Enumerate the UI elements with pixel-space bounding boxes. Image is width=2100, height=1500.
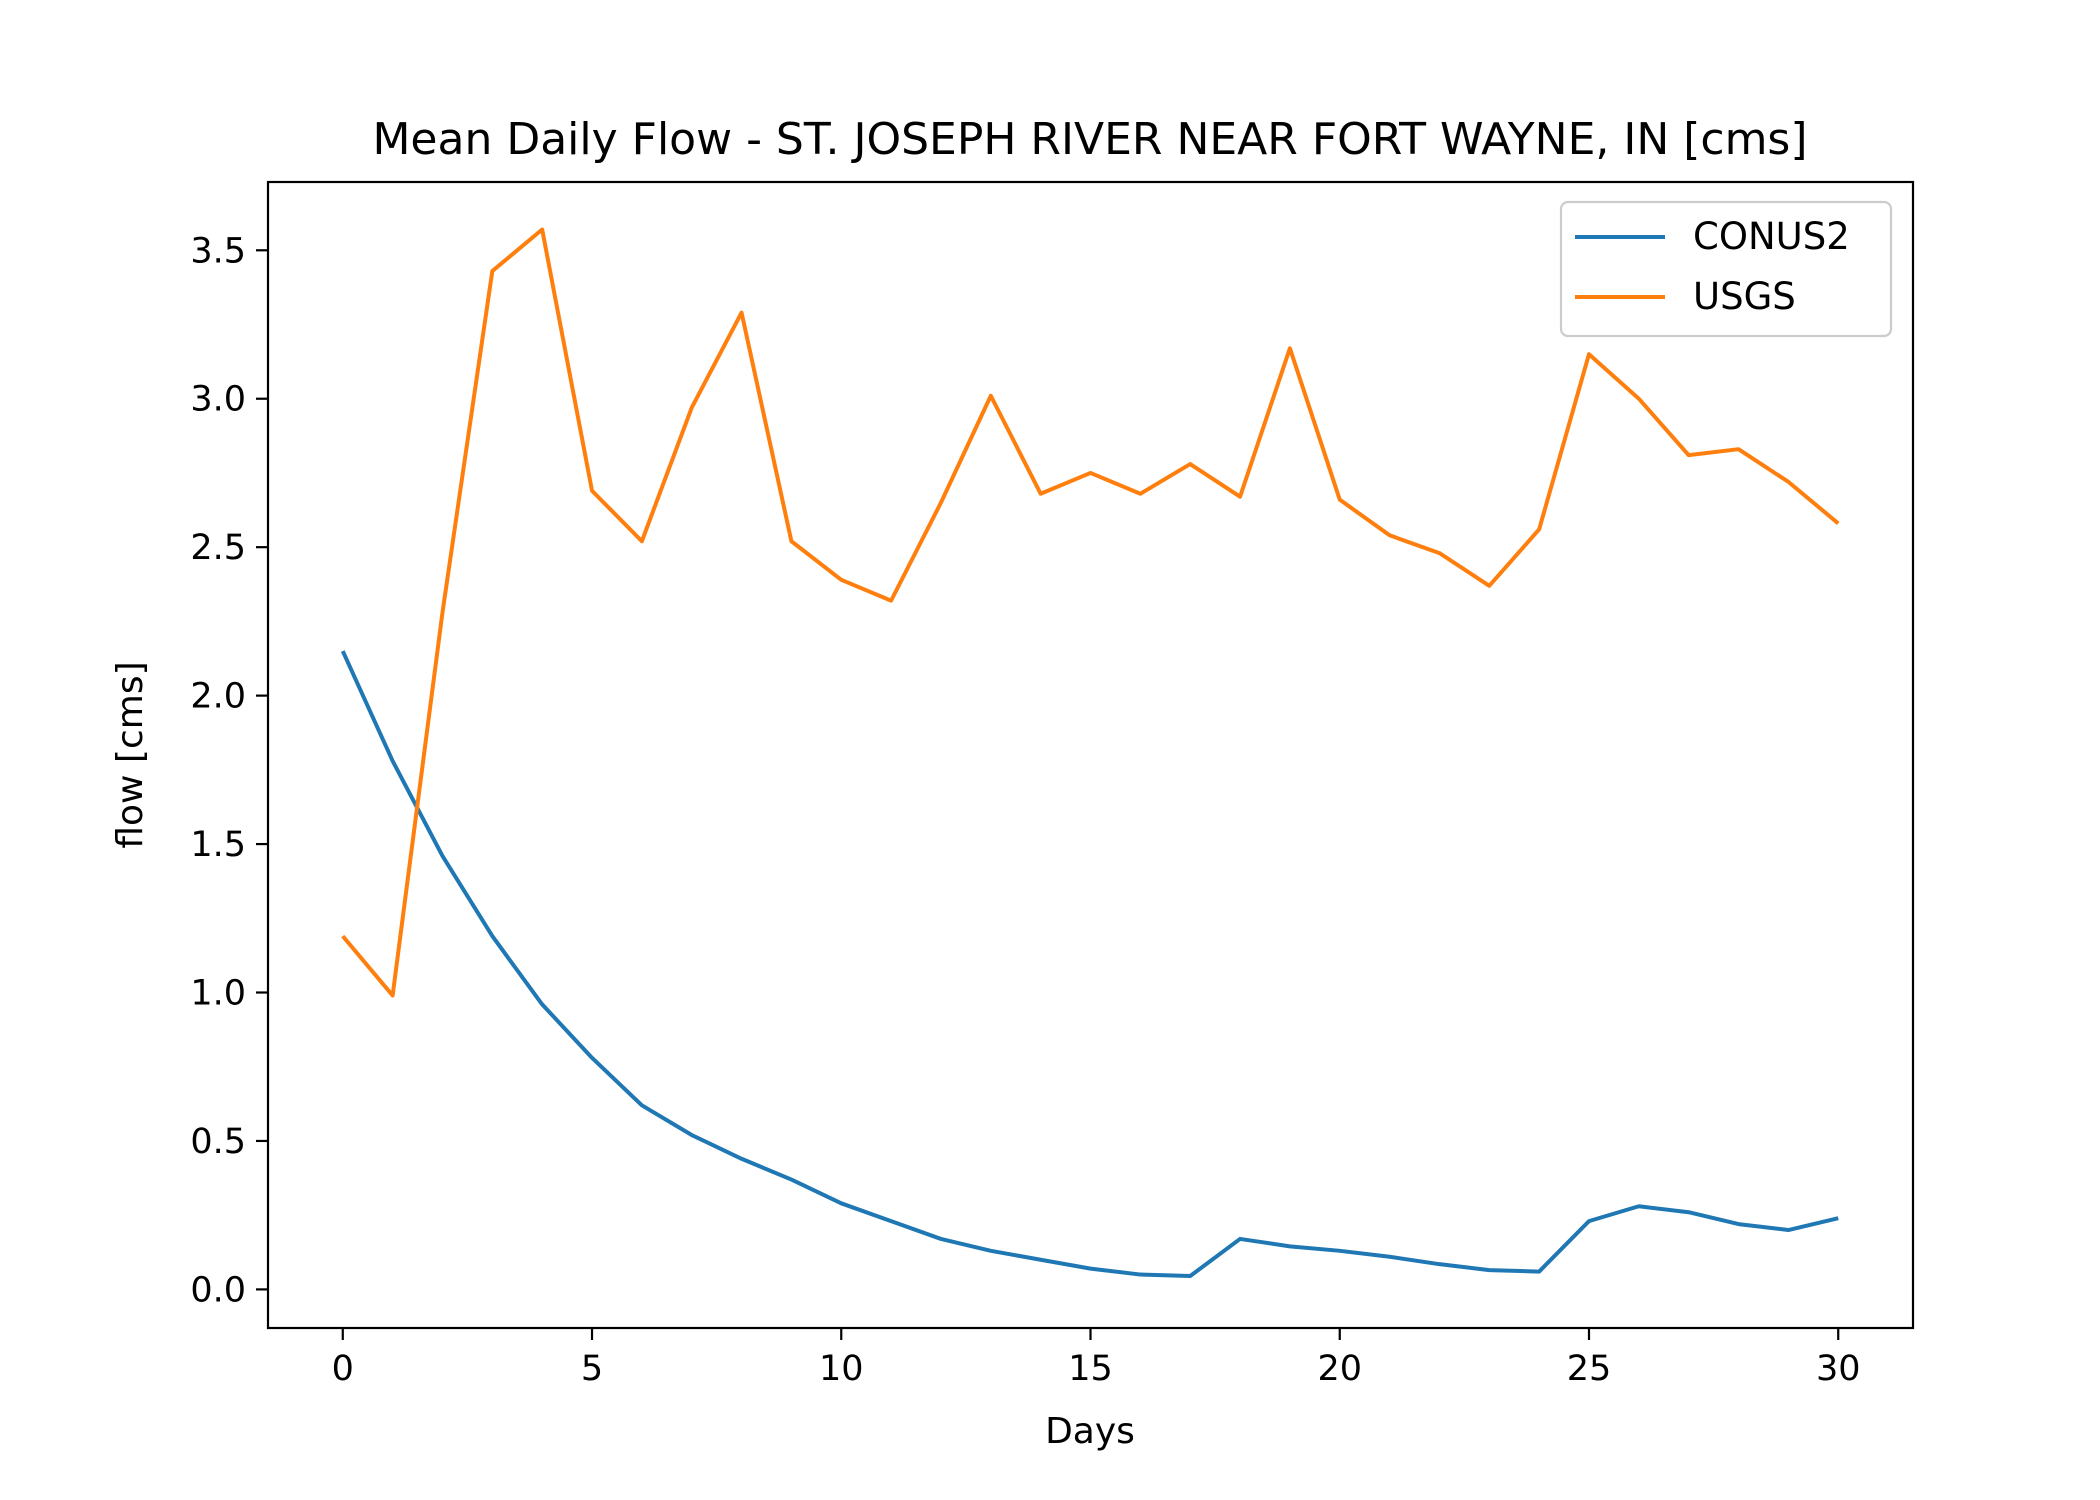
legend-label-usgs: USGS <box>1693 275 1796 318</box>
x-tick-label: 15 <box>1068 1349 1113 1389</box>
y-axis-label: flow [cms] <box>110 661 151 848</box>
chart-title: Mean Daily Flow - ST. JOSEPH RIVER NEAR … <box>372 114 1807 165</box>
y-tick-label: 2.5 <box>190 528 246 568</box>
ticks-layer: 0 5 10 15 20 25 30 0.0 0.5 1.0 1.5 2.0 2.5 3.0 3.5 <box>190 231 1860 1389</box>
x-axis-label: Days <box>1045 1411 1135 1452</box>
legend-label-conus2: CONUS2 <box>1693 215 1850 258</box>
x-tick-label: 25 <box>1567 1349 1612 1389</box>
y-tick-label: 1.5 <box>190 825 246 865</box>
legend: CONUS2 USGS <box>1559 200 1893 338</box>
y-tick-label: 1.0 <box>190 974 246 1014</box>
x-tick-label: 0 <box>332 1349 354 1389</box>
series-layer <box>340 227 1840 1279</box>
series-line-usgs <box>341 227 1840 998</box>
x-tick-label: 10 <box>819 1349 864 1389</box>
x-tick-label: 30 <box>1816 1349 1861 1389</box>
series-line-conus2 <box>340 650 1839 1279</box>
x-tick-label: 5 <box>581 1349 603 1389</box>
y-tick-label: 3.5 <box>190 231 246 271</box>
x-tick-label: 20 <box>1317 1349 1362 1389</box>
plot-frame <box>266 180 1915 1330</box>
y-tick-label: 0.0 <box>190 1270 246 1310</box>
y-tick-label: 2.0 <box>190 677 246 717</box>
y-tick-label: 0.5 <box>190 1122 246 1162</box>
y-tick-label: 3.0 <box>190 380 246 420</box>
